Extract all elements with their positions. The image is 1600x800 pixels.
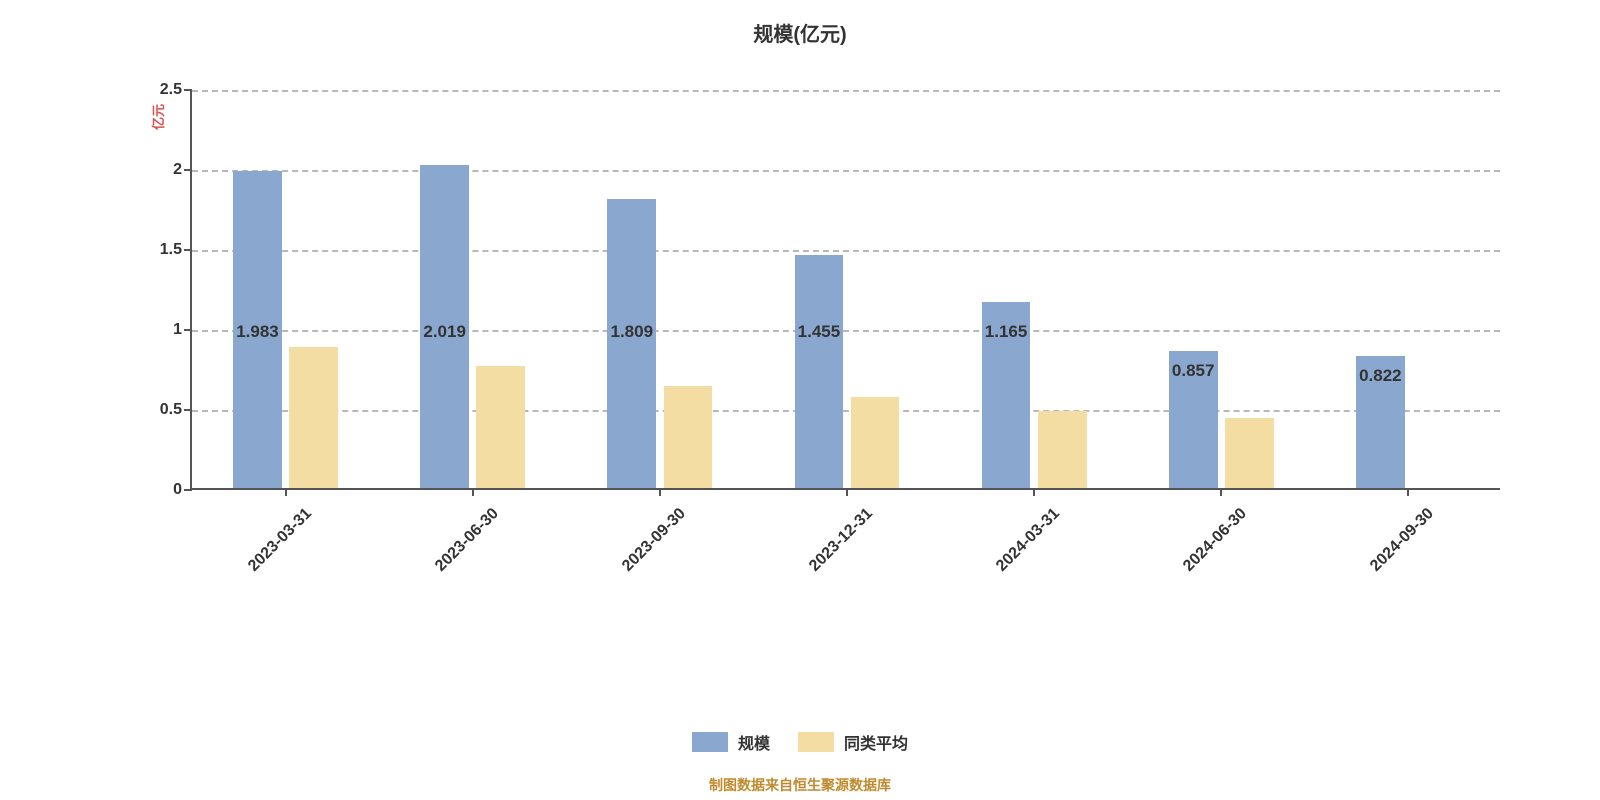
grid-line: [192, 170, 1500, 172]
grid-line: [192, 410, 1500, 412]
y-tick-mark: [184, 409, 192, 411]
bar: [664, 386, 713, 488]
legend-label: 同类平均: [844, 730, 908, 754]
x-tick-label: 2023-09-30: [602, 488, 690, 576]
bar: [289, 347, 338, 488]
bar: [607, 199, 656, 488]
x-tick-label: 2023-12-31: [789, 488, 877, 576]
bar: [476, 366, 525, 488]
y-tick-mark: [184, 489, 192, 491]
grid-line: [192, 250, 1500, 252]
bar: [795, 255, 844, 488]
legend: 规模 同类平均: [0, 730, 1600, 754]
chart-footer: 制图数据来自恒生聚源数据库: [0, 775, 1600, 795]
x-tick-label: 2023-03-31: [228, 488, 316, 576]
grid-line: [192, 90, 1500, 92]
bar-value-label: 1.983: [233, 322, 282, 342]
legend-item: 规模: [692, 730, 770, 754]
chart-container: 规模(亿元) 亿元 00.511.522.52023-03-311.983202…: [0, 0, 1600, 800]
y-tick-mark: [184, 329, 192, 331]
bar: [1225, 418, 1274, 488]
y-tick-mark: [184, 89, 192, 91]
bar: [851, 397, 900, 488]
x-tick-label: 2024-03-31: [976, 488, 1064, 576]
y-axis-label: 亿元: [148, 104, 167, 130]
legend-item: 同类平均: [798, 730, 908, 754]
bar-value-label: 0.822: [1356, 366, 1405, 386]
legend-swatch: [798, 732, 834, 752]
x-tick-label: 2023-06-30: [415, 488, 503, 576]
y-tick-mark: [184, 169, 192, 171]
bar-value-label: 1.455: [795, 322, 844, 342]
bar-value-label: 1.809: [607, 322, 656, 342]
legend-label: 规模: [738, 730, 770, 754]
bar: [1038, 411, 1087, 488]
y-tick-mark: [184, 249, 192, 251]
x-tick-label: 2024-09-30: [1351, 488, 1439, 576]
legend-swatch: [692, 732, 728, 752]
grid-line: [192, 330, 1500, 332]
x-tick-label: 2024-06-30: [1163, 488, 1251, 576]
plot-area: 00.511.522.52023-03-311.9832023-06-302.0…: [190, 90, 1500, 490]
bar-value-label: 1.165: [982, 322, 1031, 342]
chart-title: 规模(亿元): [0, 18, 1600, 47]
bar-value-label: 2.019: [420, 322, 469, 342]
bar-value-label: 0.857: [1169, 361, 1218, 381]
